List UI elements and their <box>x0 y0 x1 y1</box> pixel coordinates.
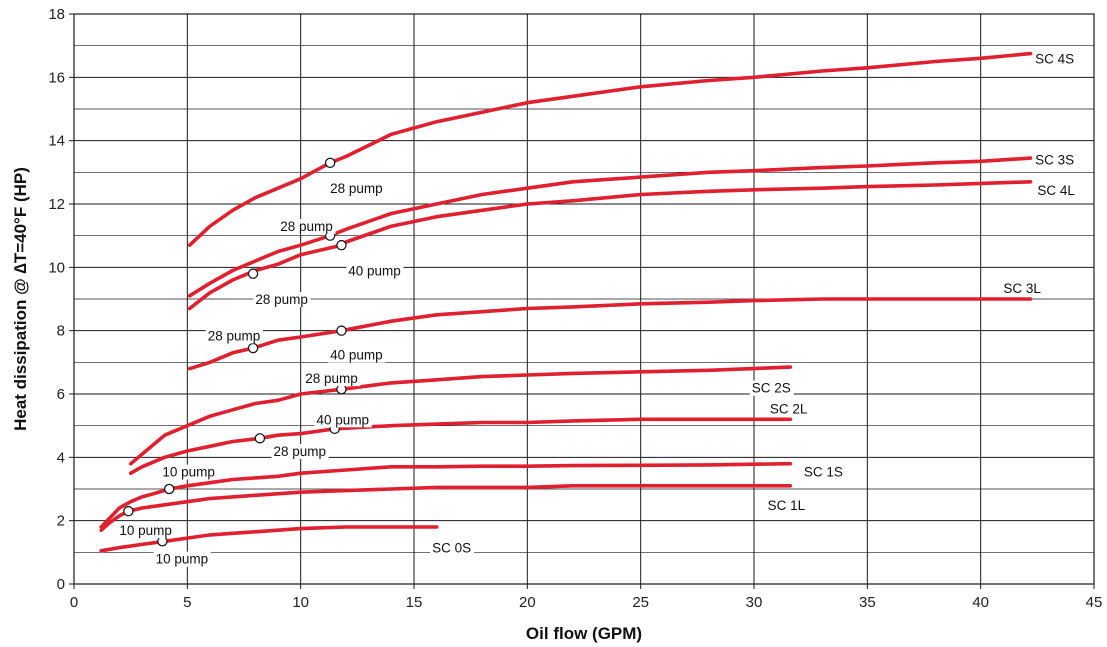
pump-marker <box>254 433 266 444</box>
x-tick-label: 0 <box>70 594 78 611</box>
series-label: SC 4S <box>1035 51 1074 66</box>
x-tick-label: 20 <box>519 594 536 611</box>
pump-annotation-bg <box>253 292 311 307</box>
pump-annotation: 10 pump <box>156 552 209 567</box>
series-label: SC 1L <box>768 498 806 513</box>
y-tick-label: 4 <box>57 449 65 466</box>
series-label-bg <box>801 464 846 480</box>
series-label: SC 2S <box>752 381 791 396</box>
series-label: SC 4L <box>1037 183 1075 198</box>
pump-marker <box>247 342 259 354</box>
y-tick-label: 18 <box>48 6 65 23</box>
series-line-sc-4l <box>187 180 1033 311</box>
pump-annotation-bg <box>314 412 372 428</box>
x-tick-label: 15 <box>406 594 423 611</box>
x-tick-label: 25 <box>632 594 649 611</box>
pump-annotation: 28 pump <box>255 292 308 307</box>
pump-marker <box>123 505 134 517</box>
pump-annotation-bg <box>271 444 329 459</box>
y-tick-label: 12 <box>48 196 65 213</box>
series-label-bg <box>1001 280 1046 296</box>
y-tick-label: 14 <box>48 133 65 150</box>
pump-marker <box>336 325 347 336</box>
pump-annotation-bg <box>117 523 175 539</box>
series-line-sc-1s <box>99 461 793 529</box>
pump-marker <box>336 239 347 251</box>
pump-annotation-bg <box>205 328 263 344</box>
series-label-bg <box>1035 182 1080 198</box>
pump-annotation: 28 pump <box>208 328 261 343</box>
pump-marker <box>247 268 259 279</box>
series-line-sc-3s <box>187 156 1033 298</box>
pump-marker <box>324 157 336 169</box>
tick-layer: 0 5 10 15 20 25 30 35 40 45 0 2 4 6 8 10 12 14 16 18 <box>48 6 1102 611</box>
pump-annotation: 40 pump <box>330 347 383 362</box>
pump-annotation-bg <box>160 464 218 480</box>
pump-annotation-bg <box>328 347 386 363</box>
plot-frame <box>73 13 1095 585</box>
pump-annotation-bg <box>328 181 386 197</box>
series-label-bg <box>1033 51 1078 67</box>
pump-annotation-bg <box>153 551 211 567</box>
pump-annotation-bg <box>346 263 404 279</box>
pump-annotation: 10 pump <box>119 523 172 538</box>
series-line-sc-0s <box>99 525 439 553</box>
pump-annotation: 28 pump <box>273 444 326 459</box>
y-tick-label: 6 <box>57 386 65 403</box>
y-axis-title: Heat dissipation @ ∆T=40°F (HP) <box>11 167 30 431</box>
series-label-bg <box>767 401 812 417</box>
label-layer: 28 pump 28 pump 40 pump 28 pump 28 pump 40 pu… <box>117 51 1080 567</box>
series-line-sc-3l <box>187 297 1033 371</box>
series-label-bg <box>430 540 475 556</box>
series-line-sc-2l <box>128 417 793 476</box>
series-label-bg <box>765 497 810 513</box>
series-label-bg <box>1033 152 1078 168</box>
x-tick-label: 5 <box>183 594 191 611</box>
x-tick-label: 40 <box>972 594 989 611</box>
pump-annotation-bg <box>303 371 361 387</box>
x-tick-label: 45 <box>1086 594 1103 611</box>
y-tick-label: 8 <box>57 323 65 340</box>
series-label: SC 3S <box>1035 153 1074 168</box>
series-label: SC 3L <box>1003 281 1041 296</box>
pump-marker <box>163 483 175 495</box>
pump-annotation-bg <box>278 219 336 235</box>
series-line-sc-1l <box>99 483 793 533</box>
x-axis-title: Oil flow (GPM) <box>526 624 642 643</box>
y-tick-label: 10 <box>48 259 65 276</box>
y-tick-label: 2 <box>57 513 65 530</box>
x-tick-label: 35 <box>859 594 876 611</box>
pump-annotation: 10 pump <box>162 465 215 480</box>
series-label: SC 2L <box>770 401 808 416</box>
y-tick-label: 16 <box>48 69 65 86</box>
series-layer <box>99 51 1033 553</box>
x-tick-label: 30 <box>746 594 763 611</box>
series-line-sc-2s <box>128 365 793 466</box>
series-line-sc-4s <box>187 51 1033 247</box>
series-label: SC 0S <box>432 541 471 556</box>
series-label: SC 1S <box>804 465 843 480</box>
pump-annotation: 40 pump <box>348 264 401 279</box>
pump-annotation: 28 pump <box>330 181 383 196</box>
pump-annotation: 28 pump <box>280 219 333 234</box>
pump-annotation: 40 pump <box>317 412 370 427</box>
pump-annotation: 28 pump <box>305 371 358 386</box>
x-tick-label: 10 <box>292 594 309 611</box>
series-label-bg <box>749 380 794 396</box>
y-tick-label: 0 <box>57 576 65 593</box>
